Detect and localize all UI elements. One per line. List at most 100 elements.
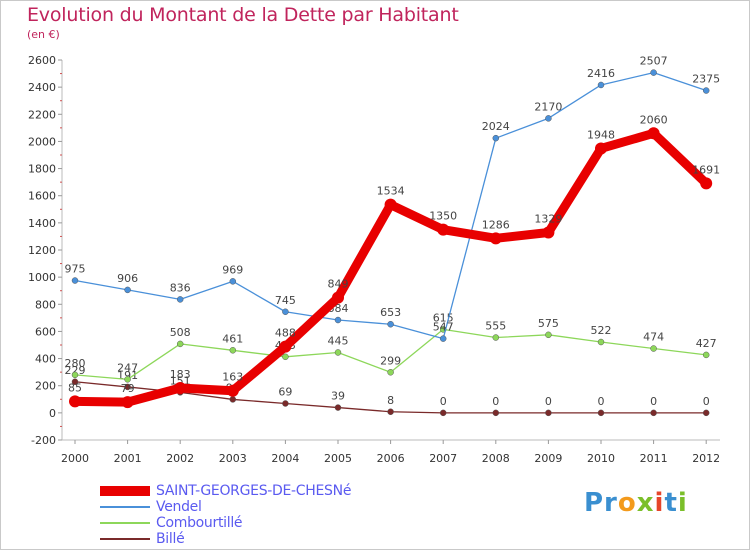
data-point bbox=[595, 142, 607, 155]
data-point bbox=[229, 278, 237, 285]
data-point bbox=[439, 409, 447, 417]
data-point bbox=[226, 384, 239, 397]
data-label: 836 bbox=[170, 281, 191, 294]
data-label: 575 bbox=[538, 317, 559, 330]
y-tick-label: 2000 bbox=[28, 135, 56, 148]
data-point bbox=[439, 335, 447, 342]
data-point bbox=[650, 409, 657, 417]
data-label: 474 bbox=[643, 331, 664, 344]
data-label: 508 bbox=[170, 326, 191, 339]
y-tick-label: 200 bbox=[35, 380, 56, 393]
y-tick-label: 1000 bbox=[28, 271, 56, 284]
data-point bbox=[597, 81, 605, 89]
data-label: 488 bbox=[275, 327, 296, 340]
data-label: 547 bbox=[433, 321, 454, 334]
data-point bbox=[121, 396, 134, 409]
data-point bbox=[489, 232, 502, 245]
y-tick-label: 2600 bbox=[28, 54, 56, 67]
data-label: 906 bbox=[117, 272, 138, 285]
x-tick-label: 2001 bbox=[114, 452, 142, 465]
data-label: 280 bbox=[65, 357, 86, 370]
data-point bbox=[650, 345, 657, 352]
data-point bbox=[492, 334, 500, 341]
data-label: 555 bbox=[485, 320, 506, 333]
x-tick-label: 2005 bbox=[324, 452, 352, 465]
x-tick-label: 2012 bbox=[692, 452, 720, 465]
data-point bbox=[229, 396, 237, 403]
y-tick-label: 1400 bbox=[28, 217, 56, 230]
data-point bbox=[437, 223, 450, 236]
data-point bbox=[384, 198, 397, 211]
data-label: 1534 bbox=[377, 185, 405, 198]
data-label: 2060 bbox=[640, 113, 668, 126]
data-label: 163 bbox=[222, 371, 243, 384]
data-point bbox=[597, 338, 605, 346]
data-label: 8 bbox=[387, 394, 394, 407]
data-label: 79 bbox=[121, 382, 135, 395]
y-tick-label: 600 bbox=[35, 325, 56, 338]
y-tick-label: 2400 bbox=[28, 81, 56, 94]
data-point bbox=[702, 351, 710, 359]
x-tick-label: 2010 bbox=[587, 452, 615, 465]
data-point bbox=[71, 378, 79, 386]
x-tick-label: 2006 bbox=[377, 452, 405, 465]
data-point bbox=[702, 409, 710, 417]
legend-swatch bbox=[100, 538, 150, 540]
data-label: 849 bbox=[328, 278, 349, 291]
data-label: 247 bbox=[117, 361, 138, 374]
data-point bbox=[332, 291, 344, 304]
data-label: 2416 bbox=[587, 67, 615, 80]
data-point bbox=[492, 134, 500, 142]
data-label: 0 bbox=[703, 395, 710, 408]
y-tick-label: 2200 bbox=[28, 108, 56, 121]
data-point bbox=[124, 383, 131, 391]
x-tick-label: 2002 bbox=[166, 452, 194, 465]
data-label: 2507 bbox=[640, 55, 668, 68]
data-point bbox=[69, 395, 81, 408]
legend-label: Billé bbox=[156, 531, 185, 547]
data-point bbox=[650, 69, 657, 76]
data-label: 299 bbox=[380, 354, 401, 367]
data-point bbox=[387, 408, 394, 416]
x-tick-label: 2000 bbox=[61, 452, 89, 465]
data-point bbox=[545, 115, 552, 122]
data-point bbox=[545, 331, 552, 339]
data-label: 2024 bbox=[482, 120, 510, 133]
data-label: 183 bbox=[170, 368, 191, 381]
data-label: 0 bbox=[440, 395, 447, 408]
x-tick-label: 2009 bbox=[534, 452, 562, 465]
data-label: 0 bbox=[650, 395, 657, 408]
x-tick-label: 2004 bbox=[271, 452, 299, 465]
chart-title: Evolution du Montant de la Dette par Hab… bbox=[27, 4, 459, 26]
data-label: 1948 bbox=[587, 128, 615, 141]
legend-swatch bbox=[100, 522, 150, 524]
data-label: 0 bbox=[598, 395, 605, 408]
data-label: 1286 bbox=[482, 218, 510, 231]
data-point bbox=[647, 127, 660, 140]
data-point bbox=[700, 177, 713, 190]
data-label: 969 bbox=[222, 263, 243, 276]
x-tick-label: 2003 bbox=[219, 452, 247, 465]
data-label: 85 bbox=[68, 381, 82, 394]
data-label: 1329 bbox=[534, 212, 562, 225]
x-tick-label: 2008 bbox=[482, 452, 510, 465]
data-point bbox=[176, 340, 184, 348]
data-label: 2170 bbox=[534, 100, 562, 113]
y-tick-label: 1600 bbox=[28, 190, 56, 203]
y-tick-label: -200 bbox=[31, 434, 56, 447]
legend-label: SAINT-GEORGES-DE-CHESNé bbox=[156, 483, 352, 499]
data-label: 69 bbox=[278, 385, 292, 398]
data-point bbox=[387, 369, 394, 376]
x-tick-label: 2011 bbox=[640, 452, 668, 465]
data-label: 445 bbox=[328, 334, 349, 347]
data-point bbox=[71, 371, 79, 379]
data-point bbox=[124, 376, 131, 383]
legend-label: Combourtillé bbox=[156, 515, 243, 531]
data-point bbox=[174, 382, 187, 395]
data-point bbox=[282, 308, 289, 315]
data-point bbox=[229, 347, 237, 354]
data-point bbox=[492, 409, 500, 417]
y-tick-label: 400 bbox=[35, 353, 56, 366]
